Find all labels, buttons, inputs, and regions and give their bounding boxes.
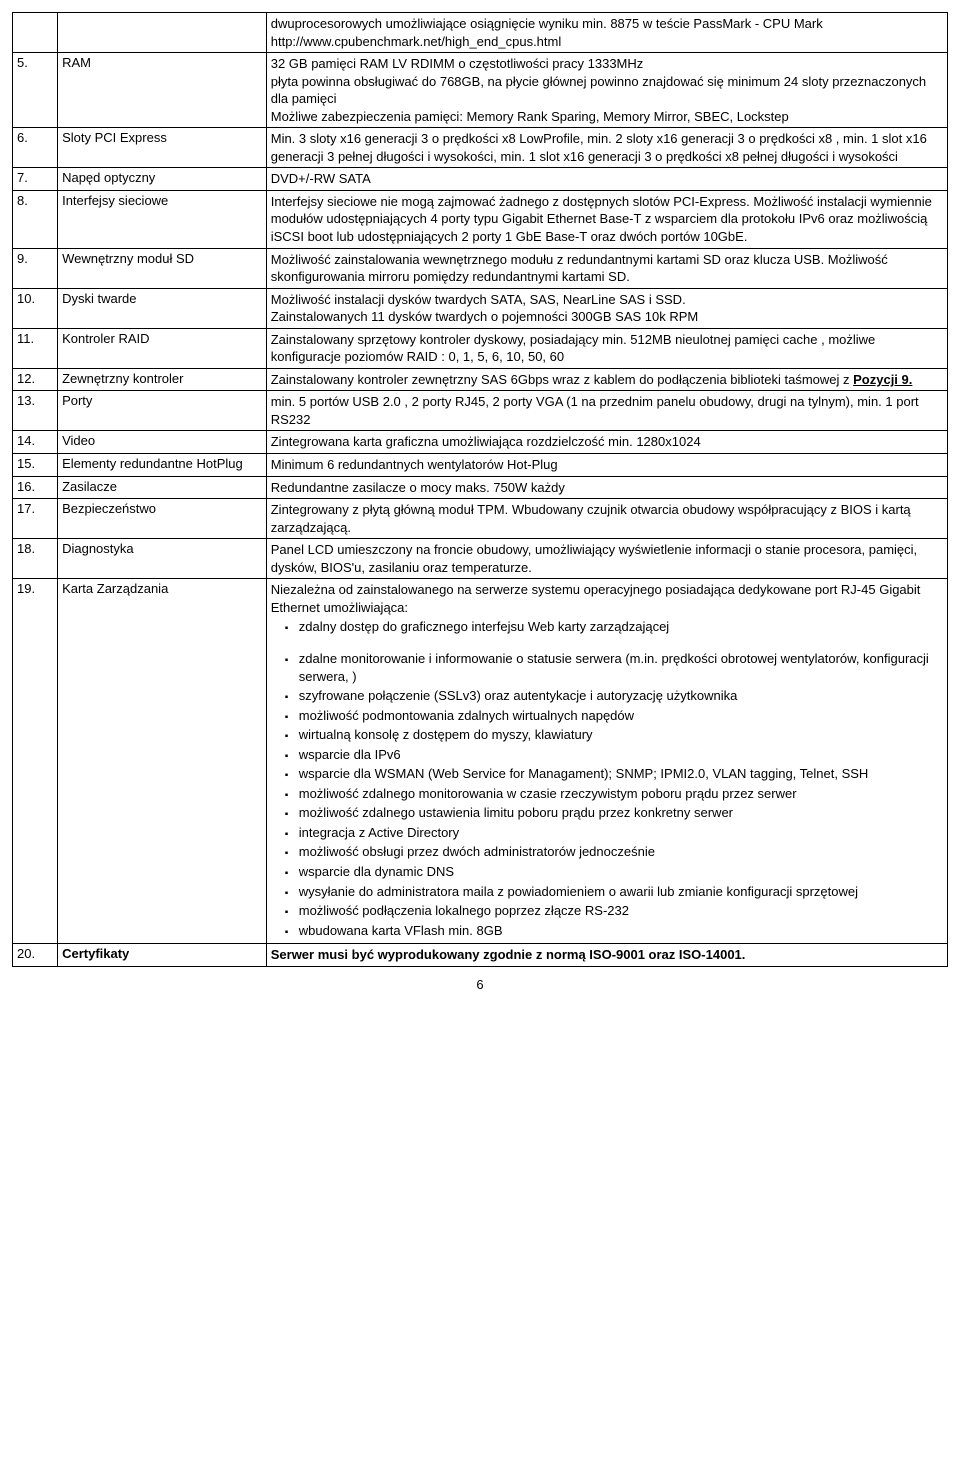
table-row: 13. Porty min. 5 portów USB 2.0 , 2 port… (13, 391, 948, 431)
desc-pre: Zainstalowany kontroler zewnętrzny SAS 6… (271, 372, 853, 387)
row-label: Karta Zarządzania (58, 579, 267, 944)
row-desc: Zintegrowana karta graficzna umożliwiają… (266, 431, 947, 454)
row-label: Wewnętrzny moduł SD (58, 248, 267, 288)
row-label: Interfejsy sieciowe (58, 190, 267, 248)
list-item: szyfrowane połączenie (SSLv3) oraz auten… (299, 687, 943, 705)
table-row: 11. Kontroler RAID Zainstalowany sprzęto… (13, 328, 948, 368)
row-desc: Interfejsy sieciowe nie mogą zajmować ża… (266, 190, 947, 248)
row-desc: Redundantne zasilacze o mocy maks. 750W … (266, 476, 947, 499)
list-item: wirtualną konsolę z dostępem do myszy, k… (299, 726, 943, 744)
list-item: możliwość obsługi przez dwóch administra… (299, 843, 943, 861)
row-label (58, 13, 267, 53)
desc-pre: Niezależna od zainstalowanego na serwerz… (271, 581, 943, 616)
row-desc: min. 5 portów USB 2.0 , 2 porty RJ45, 2 … (266, 391, 947, 431)
row-desc: Możliwość instalacji dysków twardych SAT… (266, 288, 947, 328)
list-item: wsparcie dla WSMAN (Web Service for Mana… (299, 765, 943, 783)
spec-table: dwuprocesorowych umożliwiające osiągnięc… (12, 12, 948, 967)
row-label: Zewnętrzny kontroler (58, 368, 267, 391)
row-num: 7. (13, 168, 58, 191)
row-label: Diagnostyka (58, 539, 267, 579)
row-num: 11. (13, 328, 58, 368)
table-row: 8. Interfejsy sieciowe Interfejsy siecio… (13, 190, 948, 248)
row-desc: dwuprocesorowych umożliwiające osiągnięc… (266, 13, 947, 53)
list-item: wsparcie dla dynamic DNS (299, 863, 943, 881)
table-row: 5. RAM 32 GB pamięci RAM LV RDIMM o częs… (13, 53, 948, 128)
row-num (13, 13, 58, 53)
list-item: zdalny dostęp do graficznego interfejsu … (299, 618, 943, 636)
list-item: możliwość podłączenia lokalnego poprzez … (299, 902, 943, 920)
row-num: 9. (13, 248, 58, 288)
table-row: dwuprocesorowych umożliwiające osiągnięc… (13, 13, 948, 53)
table-row: 20. Certyfikaty Serwer musi być wyproduk… (13, 944, 948, 967)
row-desc: DVD+/-RW SATA (266, 168, 947, 191)
list-item: integracja z Active Directory (299, 824, 943, 842)
table-row: 6. Sloty PCI Express Min. 3 sloty x16 ge… (13, 128, 948, 168)
row-desc: Zintegrowany z płytą główną moduł TPM. W… (266, 499, 947, 539)
row-num: 13. (13, 391, 58, 431)
list-item: wsparcie dla IPv6 (299, 746, 943, 764)
row-desc: Min. 3 sloty x16 generacji 3 o prędkości… (266, 128, 947, 168)
row-num: 18. (13, 539, 58, 579)
row-label: Sloty PCI Express (58, 128, 267, 168)
row-num: 17. (13, 499, 58, 539)
table-row: 17. Bezpieczeństwo Zintegrowany z płytą … (13, 499, 948, 539)
row-num: 14. (13, 431, 58, 454)
row-label: RAM (58, 53, 267, 128)
table-row: 7. Napęd optyczny DVD+/-RW SATA (13, 168, 948, 191)
row-num: 6. (13, 128, 58, 168)
table-row: 16. Zasilacze Redundantne zasilacze o mo… (13, 476, 948, 499)
row-desc: Minimum 6 redundantnych wentylatorów Hot… (266, 454, 947, 477)
row-desc: Panel LCD umieszczony na froncie obudowy… (266, 539, 947, 579)
table-row: 19. Karta Zarządzania Niezależna od zain… (13, 579, 948, 944)
row-label: Napęd optyczny (58, 168, 267, 191)
list-item: wysyłanie do administratora maila z powi… (299, 883, 943, 901)
table-row: 9. Wewnętrzny moduł SD Możliwość zainsta… (13, 248, 948, 288)
row-num: 20. (13, 944, 58, 967)
row-num: 8. (13, 190, 58, 248)
row-num: 5. (13, 53, 58, 128)
desc-link: Pozycji 9. (853, 372, 912, 387)
table-row: 18. Diagnostyka Panel LCD umieszczony na… (13, 539, 948, 579)
row-label: Video (58, 431, 267, 454)
row-desc: Możliwość zainstalowania wewnętrznego mo… (266, 248, 947, 288)
list-item: możliwość zdalnego ustawienia limitu pob… (299, 804, 943, 822)
row-label: Dyski twarde (58, 288, 267, 328)
row-num: 10. (13, 288, 58, 328)
row-desc: Serwer musi być wyprodukowany zgodnie z … (266, 944, 947, 967)
table-row: 14. Video Zintegrowana karta graficzna u… (13, 431, 948, 454)
row-num: 15. (13, 454, 58, 477)
row-label: Elementy redundantne HotPlug (58, 454, 267, 477)
row-num: 12. (13, 368, 58, 391)
list-item: możliwość zdalnego monitorowania w czasi… (299, 785, 943, 803)
table-row: 15. Elementy redundantne HotPlug Minimum… (13, 454, 948, 477)
row-label: Zasilacze (58, 476, 267, 499)
row-label: Kontroler RAID (58, 328, 267, 368)
list-item: możliwość podmontowania zdalnych wirtual… (299, 707, 943, 725)
row-label: Porty (58, 391, 267, 431)
row-desc: Niezależna od zainstalowanego na serwerz… (266, 579, 947, 944)
row-desc: Zainstalowany kontroler zewnętrzny SAS 6… (266, 368, 947, 391)
table-row: 12. Zewnętrzny kontroler Zainstalowany k… (13, 368, 948, 391)
bullet-list: zdalny dostęp do graficznego interfejsu … (271, 618, 943, 636)
row-num: 19. (13, 579, 58, 944)
row-desc: Zainstalowany sprzętowy kontroler dyskow… (266, 328, 947, 368)
table-row: 10. Dyski twarde Możliwość instalacji dy… (13, 288, 948, 328)
row-label: Certyfikaty (58, 944, 267, 967)
list-item: wbudowana karta VFlash min. 8GB (299, 922, 943, 940)
row-num: 16. (13, 476, 58, 499)
page-number: 6 (12, 977, 948, 992)
bullet-list: zdalne monitorowanie i informowanie o st… (271, 650, 943, 939)
row-label: Bezpieczeństwo (58, 499, 267, 539)
row-desc: 32 GB pamięci RAM LV RDIMM o częstotliwo… (266, 53, 947, 128)
list-item: zdalne monitorowanie i informowanie o st… (299, 650, 943, 685)
